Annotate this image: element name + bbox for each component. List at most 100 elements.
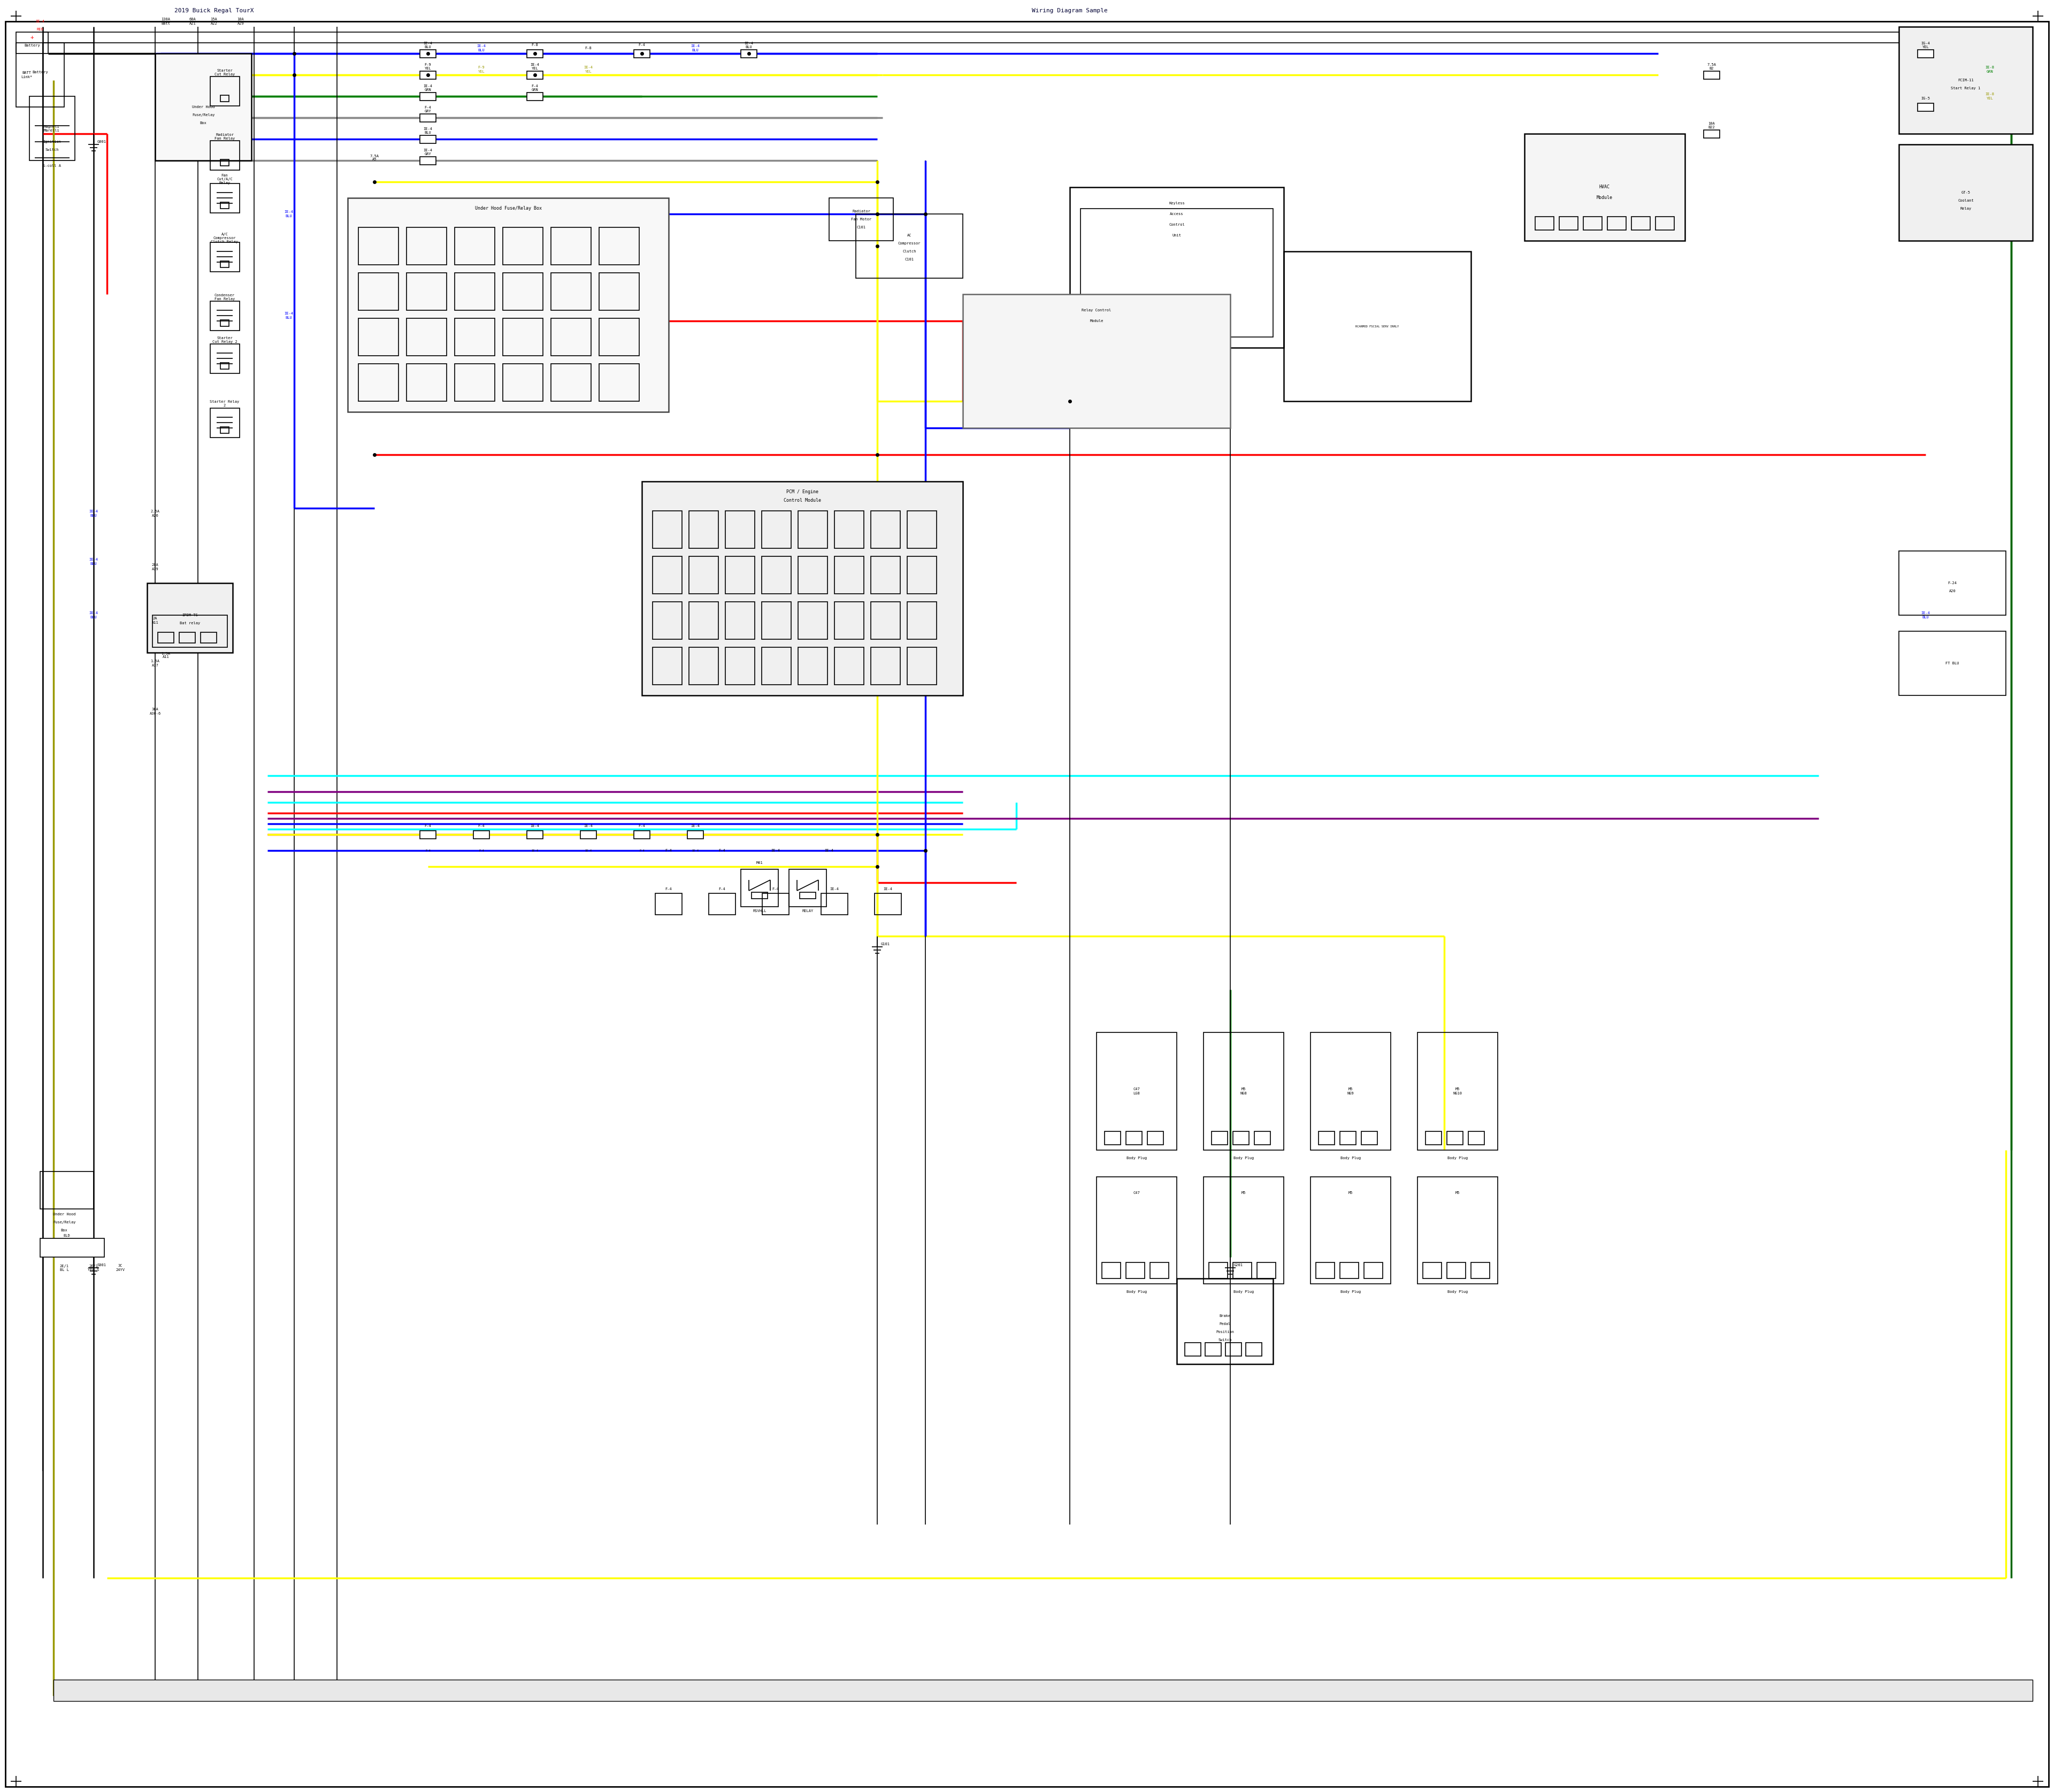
Bar <box>503 272 542 310</box>
Bar <box>857 213 963 278</box>
Bar <box>789 869 826 907</box>
Bar <box>1423 1262 1442 1278</box>
Bar <box>156 54 251 161</box>
Text: +: + <box>31 34 35 39</box>
Bar <box>688 830 702 839</box>
Text: M5
NG10: M5 NG10 <box>1452 1088 1462 1095</box>
Bar <box>1559 217 1577 229</box>
Bar <box>1703 129 1719 138</box>
Text: Clutch: Clutch <box>902 249 916 253</box>
Bar <box>528 50 542 57</box>
Bar <box>210 409 240 437</box>
Bar <box>41 1172 94 1210</box>
Text: BATT
Link*: BATT Link* <box>21 72 33 79</box>
Text: IE-4
BLU: IE-4 BLU <box>88 557 99 564</box>
Text: Body Plug: Body Plug <box>1341 1156 1362 1159</box>
Text: FCIM-11: FCIM-11 <box>1957 79 1974 82</box>
Text: M5
NG8: M5 NG8 <box>1241 1088 1247 1095</box>
Text: Ignition: Ignition <box>43 140 62 143</box>
Text: G001: G001 <box>97 140 107 143</box>
Bar <box>1898 145 2033 240</box>
Bar <box>908 556 937 593</box>
Text: F-24: F-24 <box>1947 581 1957 584</box>
Bar <box>1364 1262 1382 1278</box>
Text: F-4
GRN: F-4 GRN <box>532 84 538 91</box>
Bar <box>822 894 848 914</box>
Bar <box>503 364 542 401</box>
Bar <box>210 140 240 170</box>
Text: IE-4: IE-4 <box>35 20 45 23</box>
Bar <box>1284 251 1471 401</box>
Bar <box>600 228 639 265</box>
Bar <box>752 892 768 898</box>
Text: F-4: F-4 <box>719 849 725 853</box>
Bar <box>210 183 240 213</box>
Bar <box>1656 217 1674 229</box>
Bar <box>550 319 592 357</box>
Text: IE-4: IE-4 <box>824 849 834 853</box>
Bar <box>528 72 542 79</box>
Bar <box>688 511 719 548</box>
Bar <box>871 556 900 593</box>
Text: 10A
B22: 10A B22 <box>1709 122 1715 129</box>
Text: Condenser
Fan Relay: Condenser Fan Relay <box>214 294 234 301</box>
Bar <box>1204 1032 1284 1150</box>
Text: M41: M41 <box>756 862 762 864</box>
Text: F-4: F-4 <box>639 824 645 828</box>
Bar <box>41 1238 105 1256</box>
Bar <box>29 97 74 161</box>
Text: Starter
Cut Relay 2: Starter Cut Relay 2 <box>212 337 236 342</box>
Bar <box>550 272 592 310</box>
Text: F-4: F-4 <box>665 849 672 853</box>
Bar <box>799 892 815 898</box>
Text: C47: C47 <box>1134 1192 1140 1195</box>
Text: Pedal: Pedal <box>1220 1322 1230 1326</box>
Bar <box>1339 1262 1358 1278</box>
Text: IE-4: IE-4 <box>583 824 594 828</box>
Bar <box>1534 217 1555 229</box>
Bar <box>357 319 398 357</box>
Bar <box>641 482 963 695</box>
Text: Body Plug: Body Plug <box>1126 1156 1146 1159</box>
Text: M5
NG9: M5 NG9 <box>1347 1088 1354 1095</box>
Text: Body Plug: Body Plug <box>1448 1156 1469 1159</box>
Text: IE-4
BLU: IE-4 BLU <box>423 41 433 48</box>
Bar <box>762 647 791 685</box>
Text: Brake: Brake <box>1220 1314 1230 1317</box>
Text: IE-4: IE-4 <box>770 849 781 853</box>
Text: IE-4
BLU: IE-4 BLU <box>690 45 700 52</box>
Bar <box>1631 217 1649 229</box>
Text: IG-4
YEL: IG-4 YEL <box>1920 41 1931 48</box>
Bar <box>16 43 64 108</box>
Text: IE-4
BLU: IE-4 BLU <box>423 127 433 134</box>
Text: AC: AC <box>908 233 912 237</box>
Bar <box>1608 217 1627 229</box>
Bar <box>347 197 670 412</box>
Bar <box>1185 1342 1202 1357</box>
Bar <box>419 134 435 143</box>
Text: Body Plug: Body Plug <box>1232 1290 1253 1294</box>
Text: F-4: F-4 <box>479 824 485 828</box>
Bar <box>762 556 791 593</box>
Bar <box>1339 1131 1356 1145</box>
Bar <box>725 511 754 548</box>
Bar <box>581 830 596 839</box>
Bar <box>762 602 791 640</box>
Text: 1.5A
A11: 1.5A A11 <box>162 652 170 659</box>
Bar <box>419 72 435 79</box>
Text: 7.5A
B2: 7.5A B2 <box>1707 63 1717 70</box>
Bar <box>799 647 828 685</box>
Bar <box>725 602 754 640</box>
Text: 3C
24YV: 3C 24YV <box>115 1265 125 1271</box>
Text: IE-4
YEL: IE-4 YEL <box>530 63 540 70</box>
Bar <box>357 228 398 265</box>
Bar <box>1471 1262 1489 1278</box>
Bar <box>1206 1342 1222 1357</box>
Text: Start Relay 1: Start Relay 1 <box>1951 86 1980 90</box>
Text: Position: Position <box>1216 1330 1234 1333</box>
Text: S001: S001 <box>97 1263 107 1267</box>
Text: G201: G201 <box>1234 1263 1243 1267</box>
Bar <box>148 582 232 652</box>
Text: Fan Motor: Fan Motor <box>850 217 871 220</box>
Bar <box>688 647 719 685</box>
